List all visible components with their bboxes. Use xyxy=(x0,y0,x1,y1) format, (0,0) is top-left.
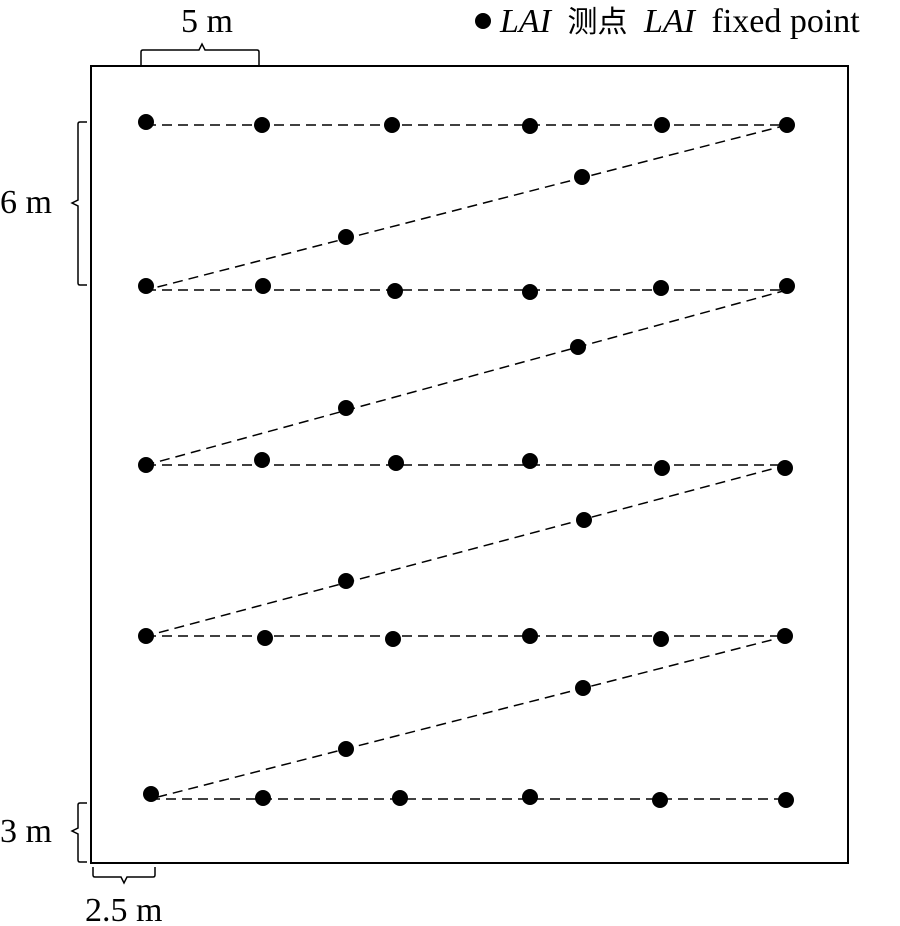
plot-boundary xyxy=(90,65,849,864)
diagonal-line-4 xyxy=(149,635,788,800)
lai-point xyxy=(777,628,793,644)
lai-point xyxy=(653,631,669,647)
lai-point xyxy=(654,460,670,476)
diagonal-line-3 xyxy=(145,464,788,637)
lai-point xyxy=(575,680,591,696)
lai-point xyxy=(522,118,538,134)
diagonal-line-1 xyxy=(145,124,788,291)
lai-point xyxy=(522,789,538,805)
lai-point xyxy=(779,278,795,294)
legend-lai-en: LAI xyxy=(643,3,697,40)
legend-point-icon xyxy=(475,13,491,29)
dimension-top: 5 m xyxy=(140,3,260,66)
dimension-left-lower: 3 m xyxy=(0,802,87,863)
lai-point xyxy=(388,455,404,471)
dimension-left-upper-label: 6 m xyxy=(0,184,52,221)
lai-point xyxy=(138,114,154,130)
dimension-bottom-label: 2.5 m xyxy=(85,892,162,926)
lai-point xyxy=(392,790,408,806)
lai-point xyxy=(385,631,401,647)
legend-lai-zh: LAI xyxy=(499,3,553,40)
lai-point xyxy=(387,283,403,299)
lai-point xyxy=(522,284,538,300)
lai-point xyxy=(384,117,400,133)
diagonal-line-2 xyxy=(145,289,788,466)
lai-point xyxy=(138,278,154,294)
legend-zh-text: 测点 xyxy=(568,5,628,40)
lai-point xyxy=(653,280,669,296)
lai-point xyxy=(779,117,795,133)
lai-point xyxy=(138,457,154,473)
lai-point xyxy=(522,628,538,644)
dimension-top-label: 5 m xyxy=(181,3,233,40)
lai-point xyxy=(338,741,354,757)
lai-point xyxy=(255,278,271,294)
dimension-bottom: 2.5 m xyxy=(85,867,162,926)
lai-point xyxy=(777,460,793,476)
lai-point xyxy=(338,573,354,589)
lai-point xyxy=(778,792,794,808)
dimension-left-lower-label: 3 m xyxy=(0,813,52,850)
lai-point xyxy=(255,790,271,806)
sampling-path xyxy=(145,124,788,800)
legend-en-text: fixed point xyxy=(712,3,861,40)
lai-point xyxy=(254,117,270,133)
lai-point xyxy=(338,400,354,416)
lai-point xyxy=(574,169,590,185)
dimension-left-upper: 6 m xyxy=(0,121,87,286)
lai-point xyxy=(257,630,273,646)
lai-point xyxy=(522,453,538,469)
lai-point xyxy=(652,792,668,808)
lai-point xyxy=(138,628,154,644)
lai-point xyxy=(654,117,670,133)
legend: LAI 测点 LAI fixed point xyxy=(475,3,860,40)
lai-point xyxy=(338,229,354,245)
lai-point xyxy=(254,452,270,468)
legend-label: LAI 测点 LAI fixed point xyxy=(499,3,860,40)
lai-point xyxy=(576,512,592,528)
lai-point xyxy=(143,786,159,802)
lai-point xyxy=(570,339,586,355)
lai-points xyxy=(138,114,795,808)
